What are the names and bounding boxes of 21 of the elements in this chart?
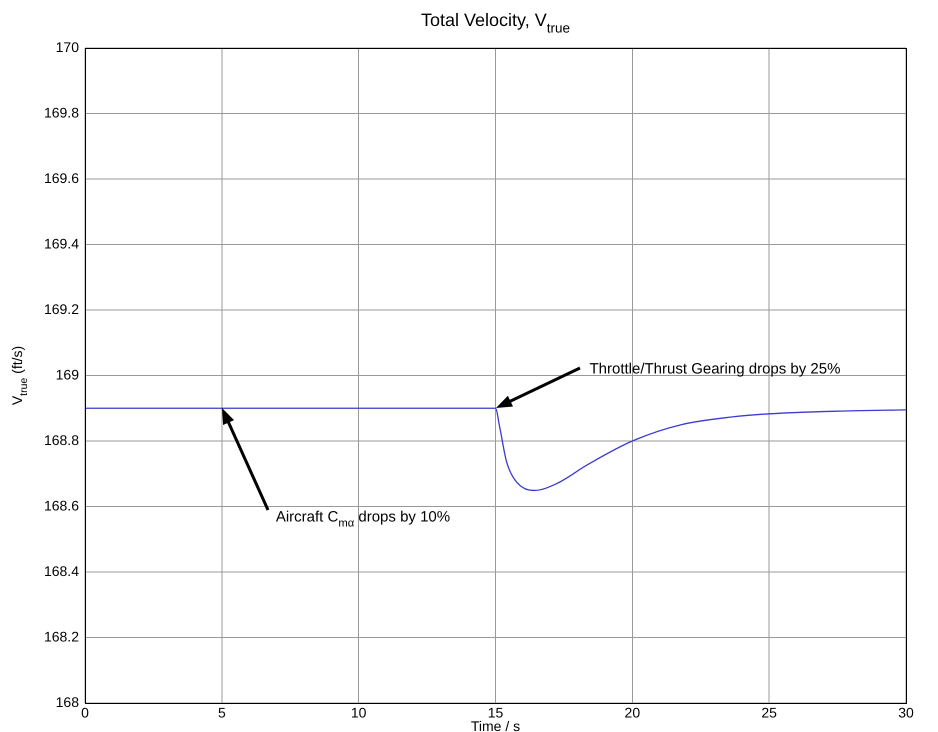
y-tick-label: 169.6 <box>44 170 80 186</box>
x-tick-label: 30 <box>898 704 914 720</box>
x-tick-label: 20 <box>624 704 640 720</box>
x-tick-label: 0 <box>81 704 90 720</box>
annotation: Throttle/Thrust Gearing drops by 25% <box>590 360 840 378</box>
y-axis-title: Vtrue (ft/s) <box>9 346 30 406</box>
y-tick-label: 169 <box>56 366 80 382</box>
x-tick-label: 10 <box>350 704 367 720</box>
y-tick-label: 168.2 <box>44 628 80 644</box>
y-tick-label: 168.4 <box>44 562 80 579</box>
y-tick-label: 169.8 <box>44 104 80 120</box>
y-tick-label: 168.8 <box>44 432 80 448</box>
y-tick-label: 170 <box>56 38 80 55</box>
x-axis-title: Time / s <box>470 718 520 732</box>
x-tick-label: 15 <box>488 704 504 720</box>
y-tick-label: 168.6 <box>44 497 80 514</box>
x-tick-label: 25 <box>761 704 778 720</box>
y-tick-label: 169.2 <box>44 300 80 317</box>
y-tick-label: 168 <box>56 694 80 710</box>
y-tick-label: 169.4 <box>44 235 80 252</box>
x-tick-label: 5 <box>218 704 226 720</box>
